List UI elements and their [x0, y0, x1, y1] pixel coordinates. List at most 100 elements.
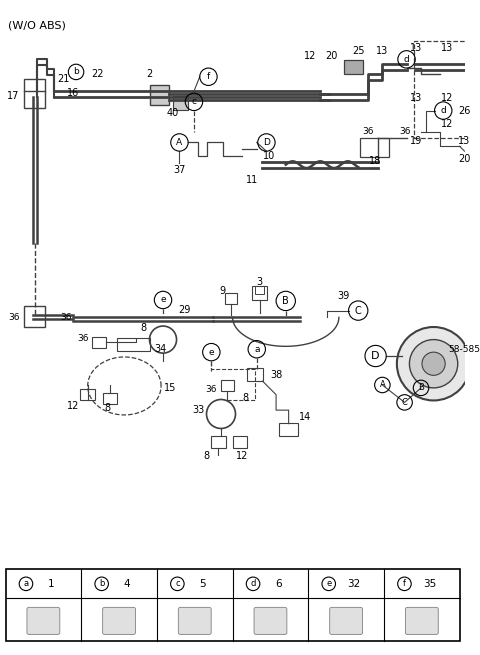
Text: 8: 8	[204, 451, 210, 460]
Text: A: A	[176, 138, 182, 147]
Text: 13: 13	[410, 43, 422, 53]
Text: 20: 20	[458, 154, 471, 164]
Text: 12: 12	[236, 451, 249, 460]
Text: 19: 19	[410, 136, 422, 145]
Bar	[247, 367, 263, 381]
Text: D: D	[372, 351, 380, 361]
Text: 34: 34	[154, 345, 166, 354]
Text: e: e	[160, 295, 166, 305]
FancyBboxPatch shape	[254, 607, 287, 635]
Text: f: f	[403, 579, 406, 588]
Text: f: f	[207, 72, 210, 81]
Text: a: a	[24, 579, 28, 588]
Text: 8: 8	[242, 392, 248, 403]
Text: 36: 36	[77, 334, 89, 343]
Text: 36: 36	[9, 313, 20, 322]
Text: 26: 26	[458, 105, 471, 115]
Text: 37: 37	[173, 166, 186, 176]
FancyBboxPatch shape	[179, 607, 211, 635]
Bar	[103, 393, 117, 404]
Text: 33: 33	[192, 405, 205, 415]
Bar	[24, 79, 45, 107]
Bar	[252, 286, 267, 300]
Bar	[117, 337, 150, 351]
Circle shape	[397, 327, 470, 400]
Text: 21: 21	[57, 73, 70, 84]
Bar	[233, 436, 247, 448]
Text: 10: 10	[263, 151, 276, 161]
Text: 9: 9	[220, 286, 226, 296]
Bar	[279, 422, 298, 436]
Text: 13: 13	[441, 43, 453, 53]
Text: 2: 2	[146, 69, 153, 79]
Text: 13: 13	[458, 136, 470, 147]
Text: 13: 13	[376, 46, 388, 56]
Text: (W/O ABS): (W/O ABS)	[9, 21, 66, 31]
Text: 36: 36	[362, 127, 373, 136]
Text: b: b	[99, 579, 104, 588]
Bar	[6, 569, 460, 641]
Text: 39: 39	[337, 291, 350, 301]
Text: 8: 8	[104, 403, 110, 413]
Text: 36: 36	[60, 313, 72, 322]
Text: 14: 14	[299, 412, 311, 422]
Bar	[414, 41, 480, 138]
FancyBboxPatch shape	[406, 607, 438, 635]
Text: c: c	[192, 98, 196, 106]
Bar	[221, 380, 234, 391]
Text: a: a	[254, 345, 260, 354]
Bar	[24, 306, 45, 327]
Text: 29: 29	[178, 305, 191, 314]
Text: B: B	[282, 296, 289, 306]
Text: 36: 36	[399, 127, 410, 136]
Text: 32: 32	[347, 579, 360, 589]
Text: 38: 38	[270, 370, 282, 381]
Text: c: c	[175, 579, 180, 588]
Text: 35: 35	[423, 579, 436, 589]
Bar	[173, 96, 188, 109]
Text: 12: 12	[441, 93, 453, 103]
Text: 22: 22	[91, 69, 104, 79]
Text: e: e	[208, 348, 214, 356]
FancyBboxPatch shape	[103, 607, 135, 635]
Text: 6: 6	[275, 579, 281, 589]
FancyBboxPatch shape	[330, 607, 362, 635]
Bar	[211, 436, 226, 448]
Text: 1: 1	[48, 579, 54, 589]
Circle shape	[422, 352, 445, 375]
Text: 3: 3	[257, 276, 263, 287]
Text: 8: 8	[141, 323, 147, 333]
Text: 15: 15	[164, 383, 176, 393]
Text: 58-585: 58-585	[448, 345, 480, 354]
Text: A: A	[380, 381, 385, 390]
Text: 20: 20	[325, 52, 337, 62]
Text: 17: 17	[7, 91, 20, 101]
Text: 12: 12	[441, 119, 453, 129]
Text: D: D	[263, 138, 270, 147]
Text: 11: 11	[246, 175, 258, 185]
Text: C: C	[402, 398, 408, 407]
Bar	[93, 337, 106, 348]
Text: 13: 13	[410, 93, 422, 103]
Bar	[360, 138, 389, 157]
Text: 4: 4	[123, 579, 130, 589]
Text: 18: 18	[369, 156, 381, 166]
Text: 12: 12	[304, 52, 316, 62]
Text: 12: 12	[67, 402, 79, 411]
FancyBboxPatch shape	[27, 607, 60, 635]
Text: B: B	[418, 383, 424, 392]
Text: 5: 5	[199, 579, 206, 589]
Text: b: b	[73, 67, 79, 77]
Text: 25: 25	[352, 46, 364, 56]
Circle shape	[409, 339, 458, 388]
Text: 36: 36	[205, 385, 217, 394]
Bar	[149, 85, 169, 105]
Text: d: d	[440, 106, 446, 115]
Text: d: d	[404, 55, 409, 64]
Bar	[344, 60, 363, 74]
Bar	[225, 293, 238, 304]
Text: 16: 16	[67, 88, 79, 98]
Text: d: d	[251, 579, 256, 588]
Text: C: C	[355, 306, 361, 316]
Text: e: e	[326, 579, 331, 588]
